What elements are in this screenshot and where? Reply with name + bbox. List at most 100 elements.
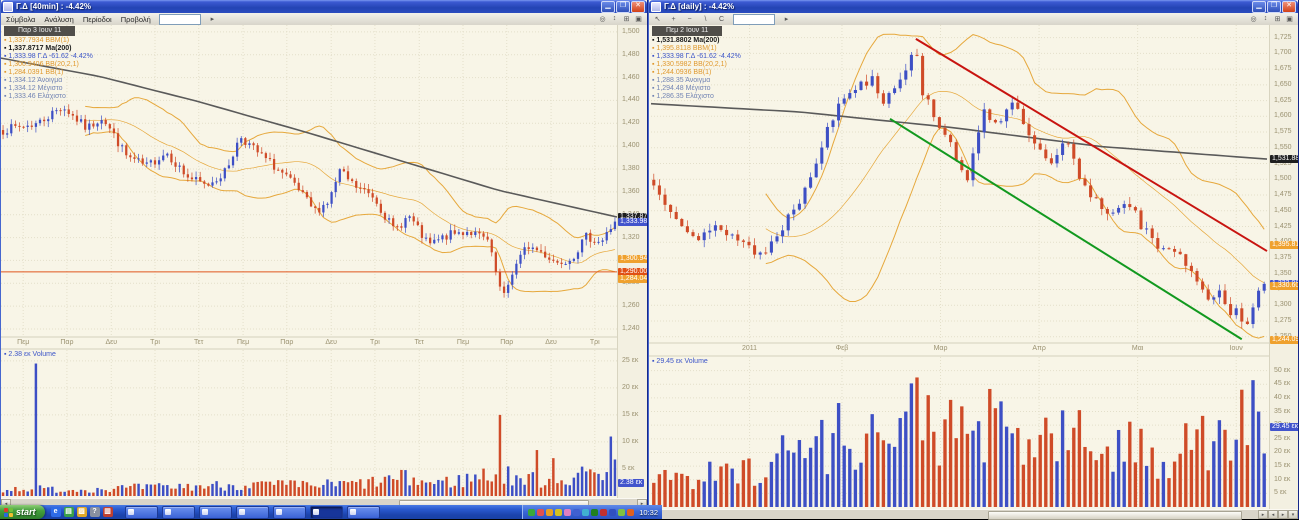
- ma200-line: [650, 102, 1268, 160]
- taskbar-window-button-4[interactable]: [235, 505, 269, 519]
- tray-icon-7[interactable]: [582, 508, 590, 516]
- close-button[interactable]: ✕: [1282, 0, 1296, 13]
- x-axis-tick: Πεμ: [236, 339, 250, 346]
- price-badge: 1,531.88: [1270, 155, 1298, 164]
- x-axis-tick: Τρι: [589, 339, 600, 346]
- grid-toggle-icon[interactable]: ⊞: [1274, 16, 1281, 23]
- launch-help-icon[interactable]: ?: [89, 507, 100, 517]
- launch-desktop-icon[interactable]: ▤: [63, 507, 74, 517]
- legend-date-tab[interactable]: Πεμ 2 Ιουν 11: [652, 26, 723, 36]
- y-axis-tick: 1,440: [622, 96, 640, 104]
- horizontal-scrollbar[interactable]: ◂▸◂▸▾: [649, 509, 1298, 520]
- tray-icon-1[interactable]: [528, 508, 536, 516]
- tray-icon-11[interactable]: [618, 508, 626, 516]
- trendline-tool-icon[interactable]: \: [704, 15, 707, 23]
- bollinger-band: [765, 90, 1265, 284]
- tray-icon-5[interactable]: [564, 508, 572, 516]
- scale-toggle-icon[interactable]: ↕: [1263, 15, 1268, 22]
- volume-axis-tick: 40 εκ: [1274, 393, 1291, 401]
- maximize-pane-icon[interactable]: ▣: [635, 16, 642, 23]
- start-button[interactable]: start: [0, 505, 45, 519]
- taskbar-window-button-5[interactable]: [272, 505, 306, 519]
- tray-icon-4[interactable]: [555, 508, 563, 516]
- y-axis-tick: 1,725: [1274, 33, 1292, 41]
- scroll-track[interactable]: [659, 510, 1258, 520]
- launch-chart-icon[interactable]: ▥: [102, 507, 113, 517]
- tray-icon-8[interactable]: [591, 508, 599, 516]
- maximize-button[interactable]: ❐: [1267, 0, 1281, 13]
- scroll-nav-button-1[interactable]: ◂: [1268, 510, 1278, 519]
- zoom-out-tool-icon[interactable]: −: [687, 15, 692, 23]
- maximize-pane-icon[interactable]: ▣: [1286, 16, 1293, 23]
- chart-window-40min: Γ.Δ [40min] : -4.42% ▁ ❐ ✕ Σύμβολα Ανάλυσ…: [0, 0, 648, 519]
- chart-window-daily: Γ.Δ [daily] : -4.42% ▁ ❐ ✕ ↖ + − \ C ▸ ◎ ↕ ⊞ ▣ 1,…: [648, 0, 1299, 520]
- taskbar-clock: 10:32: [639, 507, 658, 517]
- chart-canvas: [649, 25, 1298, 507]
- symbol-input[interactable]: [158, 13, 201, 25]
- x-axis-tick: Δευ: [105, 339, 118, 346]
- tray-icon-3[interactable]: [546, 508, 554, 516]
- y-axis-tick: 1,425: [1274, 222, 1292, 230]
- x-axis-tick: Δευ: [545, 339, 557, 346]
- legend-date-tab[interactable]: Παρ 3 Ιουν 11: [4, 26, 76, 36]
- taskbar-window-button-1[interactable]: [124, 505, 158, 519]
- menu-item-1[interactable]: Σύμβολα: [6, 14, 36, 24]
- scroll-nav-button-3[interactable]: ▾: [1288, 510, 1298, 519]
- minimize-button[interactable]: ▁: [1252, 0, 1266, 13]
- crosshair-tool-icon[interactable]: +: [671, 15, 676, 23]
- volume-axis-tick: 25 εκ: [1274, 434, 1291, 442]
- taskbar-window-button-6[interactable]: [309, 505, 343, 519]
- start-label: start: [16, 507, 36, 517]
- minimize-button[interactable]: ▁: [601, 0, 615, 13]
- legend-line: ▪ 1,337.8717 Ma(200): [4, 45, 72, 52]
- launch-folder-icon[interactable]: ▨: [76, 507, 87, 517]
- window-titlebar[interactable]: Γ.Δ [40min] : -4.42% ▁ ❐ ✕: [1, 0, 647, 13]
- y-axis-tick: 1,360: [622, 187, 640, 195]
- zoom-range-icon[interactable]: ◎: [1250, 16, 1257, 23]
- volume-axis-tick: 20 εκ: [1274, 448, 1291, 456]
- ma200-line: [1, 57, 618, 218]
- menu-item-4[interactable]: Προβολή: [120, 14, 151, 24]
- tray-icon-10[interactable]: [609, 508, 617, 516]
- symbol-go-icon[interactable]: ▸: [210, 16, 215, 23]
- x-axis-tick: Τρι: [150, 339, 160, 346]
- text-tool-icon[interactable]: C: [718, 15, 725, 23]
- menu-item-2[interactable]: Ανάλυση: [44, 14, 74, 24]
- legend-line: ▪ 1,244.0936 BB(1): [652, 69, 712, 76]
- y-axis-tick: 1,250: [1274, 333, 1292, 341]
- symbol-go-icon[interactable]: ▸: [784, 16, 789, 23]
- volume-axis-tick: 20 εκ: [622, 383, 639, 391]
- tray-icon-12[interactable]: [627, 508, 635, 516]
- tray-icons: [528, 508, 635, 516]
- launch-browser-icon[interactable]: e: [50, 507, 61, 517]
- taskbar-window-button-3[interactable]: [198, 505, 232, 519]
- maximize-button[interactable]: ❐: [616, 0, 630, 13]
- tray-icon-2[interactable]: [537, 508, 545, 516]
- symbol-input[interactable]: [733, 13, 775, 25]
- volume-badge: 29.45 εκ: [1270, 422, 1298, 431]
- tray-icon-9[interactable]: [600, 508, 608, 516]
- volume-bars: [1, 363, 617, 496]
- scroll-nav-button-2[interactable]: ▸: [1278, 510, 1288, 519]
- taskbar-window-button-2[interactable]: [161, 505, 195, 519]
- y-axis-tick: 1,300: [1274, 301, 1292, 309]
- y-axis-tick: 1,400: [622, 142, 640, 150]
- window-titlebar[interactable]: Γ.Δ [daily] : -4.42% ▁ ❐ ✕: [649, 0, 1298, 13]
- scroll-right-button[interactable]: ▸: [1258, 510, 1268, 519]
- y-axis-tick: 1,550: [1274, 143, 1292, 151]
- x-axis-tick: Απρ: [1032, 345, 1046, 352]
- window-title: Γ.Δ [40min] : -4.42%: [16, 2, 92, 11]
- scale-toggle-icon[interactable]: ↕: [612, 15, 617, 22]
- close-button[interactable]: ✕: [631, 0, 645, 13]
- grid-toggle-icon[interactable]: ⊞: [623, 16, 630, 23]
- y-axis-tick: 1,350: [1274, 269, 1292, 277]
- zoom-range-icon[interactable]: ◎: [599, 16, 606, 23]
- legend-line: ▪ 1,395.8118 BBM(1): [652, 45, 717, 52]
- cursor-tool-icon[interactable]: ↖: [654, 16, 661, 23]
- menu-item-3[interactable]: Περίοδοι: [82, 14, 112, 24]
- windows-flag-icon: [4, 507, 13, 517]
- taskbar-window-button-7[interactable]: [346, 505, 380, 519]
- taskbar-window-icon: [127, 509, 134, 515]
- tray-icon-6[interactable]: [573, 508, 581, 516]
